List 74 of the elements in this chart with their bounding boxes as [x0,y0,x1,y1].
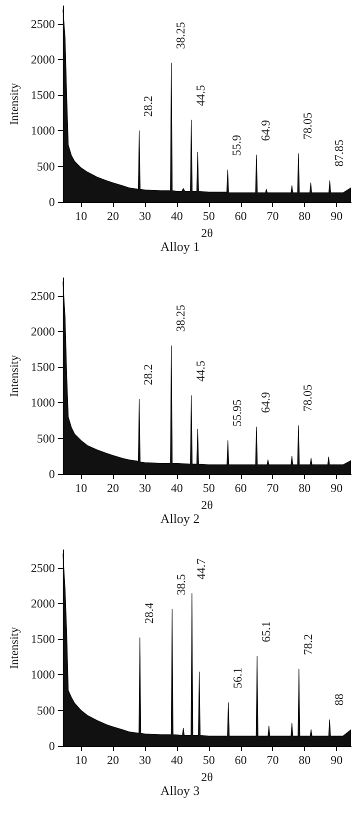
x-tick-label: 70 [266,209,279,223]
annotation: 28.2 [141,96,156,117]
y-tick-label: 1500 [30,632,55,646]
x-tick-label: 80 [298,753,311,767]
annotation: 87.85 [332,140,346,167]
y-tick-label: 2000 [30,324,55,338]
annotation: 44.7 [194,558,208,580]
x-tick-label: 90 [330,481,343,495]
x-axis-title: 2θ [201,770,214,784]
x-tick-label: 10 [75,753,88,767]
y-tick-label: 0 [48,739,55,753]
x-tick-label: 40 [170,481,183,495]
x-tick-label: 90 [330,209,343,223]
y-axis-title: Intensity [7,83,21,125]
annotation: 78.2 [300,634,315,656]
annotation: 56.1 [230,668,244,689]
x-axis-title: 2θ [201,498,214,512]
annotation: 88 [332,694,346,706]
x-tick-label: 50 [202,753,215,767]
x-tick-label: 20 [107,481,120,495]
annotation: 65.1 [259,621,274,642]
x-tick-label: 20 [107,209,120,223]
x-tick-label: 60 [234,753,247,767]
x-tick-label: 10 [75,481,88,495]
y-tick-label: 2500 [30,288,55,303]
x-tick-label: 90 [330,753,343,767]
annotation: 44.5 [193,360,208,382]
x-tick-label: 80 [298,481,311,495]
x-tick-label: 60 [234,481,247,495]
y-tick-label: 1500 [30,360,55,374]
y-axis-title: Intensity [7,627,21,669]
annotation: 55.9 [230,134,244,156]
annotation: 44.5 [193,85,208,106]
annotation: 28.4 [142,602,156,624]
x-tick-label: 80 [298,209,311,223]
y-tick-label: 0 [48,195,55,209]
y-tick-label: 1500 [30,88,55,102]
y-tick-label: 2500 [30,560,55,575]
y-tick-label: 2500 [30,16,55,31]
x-tick-label: 70 [266,481,279,495]
x-tick-label: 20 [107,753,120,767]
text: Alloy 3 [160,783,200,798]
y-axis-title: Intensity [7,355,21,397]
annotation: 78.05 [300,384,314,412]
x-tick-label: 10 [75,209,88,223]
y-tick-label: 2000 [30,596,55,610]
annotation: 64.9 [258,120,272,141]
x-tick-label: 50 [202,209,215,223]
x-tick-label: 60 [234,209,247,223]
annotation: 38.25 [173,22,188,50]
y-tick-label: 500 [36,159,55,174]
y-tick-label: 500 [36,703,55,718]
y-tick-label: 500 [36,431,55,446]
y-tick-label: 1000 [30,396,55,410]
x-tick-label: 30 [138,753,151,767]
y-tick-label: 1000 [30,668,55,682]
annotation: 28.2 [141,364,156,386]
x-tick-label: 70 [266,753,279,767]
x-tick-label: 30 [138,481,151,495]
x-tick-label: 30 [138,209,151,223]
annotation: 78.05 [300,112,314,140]
x-tick-label: 40 [170,753,183,767]
annotation: 38.5 [174,574,188,596]
annotation: 38.25 [173,304,188,332]
x-tick-label: 40 [170,209,183,223]
text: Alloy 2 [160,511,200,526]
annotation: 55.95 [230,400,244,426]
text: Alloy 1 [160,239,200,254]
y-tick-label: 0 [48,467,55,481]
annotation: 64.9 [258,392,272,413]
y-tick-label: 1000 [30,124,55,138]
x-axis-title: 2θ [201,226,214,240]
x-tick-label: 50 [202,481,215,495]
y-tick-label: 2000 [30,52,55,66]
